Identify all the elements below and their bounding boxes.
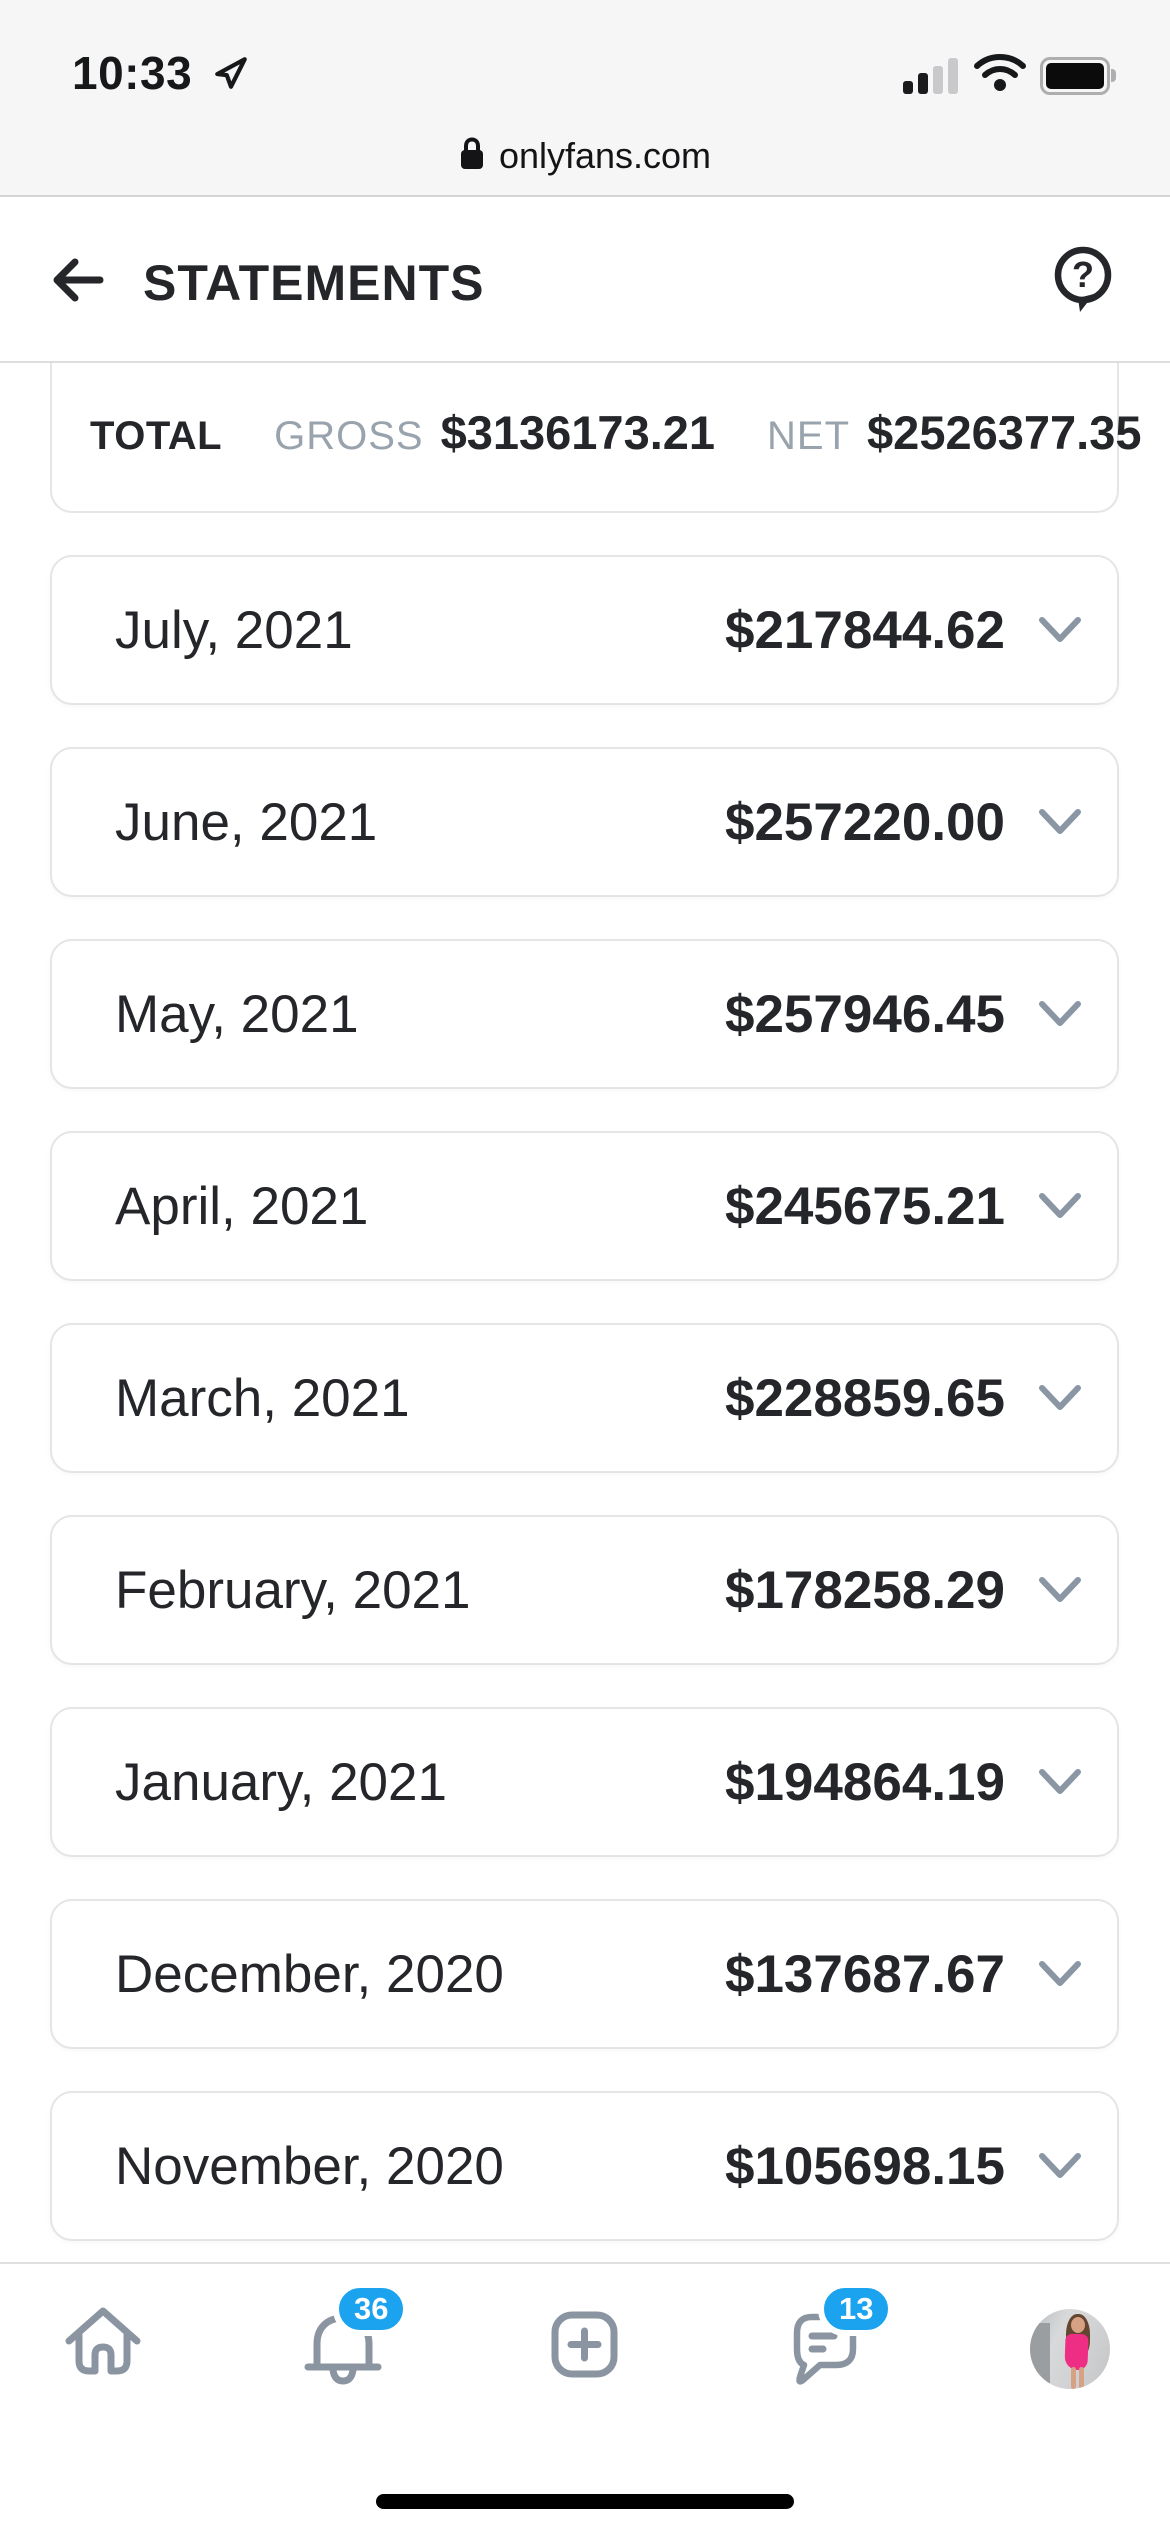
tab-profile-avatar[interactable] (1030, 2309, 1110, 2389)
statement-card[interactable]: June, 2021 $257220.00 (50, 747, 1119, 897)
statement-right: $194864.19 (725, 1752, 1083, 1813)
statement-month: January, 2021 (115, 1752, 447, 1812)
statement-amount: $228859.65 (724, 1368, 1005, 1428)
chevron-down-icon[interactable] (1037, 2152, 1083, 2180)
avatar-pink-dress (1064, 2333, 1089, 2371)
back-button[interactable] (48, 254, 106, 306)
statement-month: May, 2021 (115, 984, 359, 1044)
statements-content: TOTAL GROSS $3136173.21 NET $2526377.35 … (0, 363, 1170, 2262)
total-label: TOTAL (90, 414, 223, 458)
avatar-background (1030, 2323, 1050, 2389)
tab-compose[interactable] (551, 2311, 618, 2383)
statement-list: July, 2021 $217844.62 June, 2021 $257220… (0, 555, 1170, 2241)
statement-month: March, 2021 (115, 1368, 410, 1428)
statement-right: $137687.67 (725, 1944, 1083, 2005)
statement-amount: $194864.19 (724, 1752, 1005, 1812)
home-icon (65, 2307, 141, 2375)
statement-amount: $217844.62 (724, 600, 1005, 660)
statement-amount: $105698.15 (724, 2136, 1005, 2196)
statement-month: June, 2021 (115, 792, 378, 852)
chevron-down-icon[interactable] (1037, 1192, 1083, 1220)
back-arrow-icon (53, 258, 104, 302)
home-indicator[interactable] (376, 2494, 794, 2509)
status-bar: 10:33 onlyfans.com (0, 0, 1170, 197)
statement-month: December, 2020 (115, 1944, 504, 2004)
statement-amount: $257946.45 (724, 984, 1005, 1044)
chevron-down-icon[interactable] (1037, 1000, 1083, 1028)
gross-label: GROSS (274, 414, 424, 458)
wifi-icon (973, 52, 1027, 97)
statement-right: $257220.00 (725, 792, 1083, 853)
statement-right: $217844.62 (725, 600, 1083, 661)
net-label: NET (767, 414, 851, 458)
statement-card[interactable]: December, 2020 $137687.67 (50, 1899, 1119, 2049)
tab-bar (0, 2262, 1170, 2532)
avatar-leg (1071, 2367, 1076, 2389)
help-bubble-icon: ? (1054, 246, 1112, 312)
statement-card[interactable]: January, 2021 $194864.19 (50, 1707, 1119, 1857)
statement-right: $178258.29 (725, 1560, 1083, 1621)
statement-card[interactable]: April, 2021 $245675.21 (50, 1131, 1119, 1281)
help-button[interactable]: ? (1052, 246, 1114, 314)
page-title: STATEMENTS (143, 255, 485, 311)
chevron-down-icon[interactable] (1037, 1768, 1083, 1796)
statement-card[interactable]: November, 2020 $105698.15 (50, 2091, 1119, 2241)
statement-right: $228859.65 (725, 1368, 1083, 1429)
messages-badge: 13 (818, 2282, 895, 2336)
signal-icon (903, 58, 959, 94)
statement-amount: $245675.21 (724, 1176, 1005, 1236)
svg-text:?: ? (1072, 254, 1094, 295)
notifications-badge: 36 (333, 2282, 410, 2336)
status-time: 10:33 (72, 47, 193, 99)
totals-card: TOTAL GROSS $3136173.21 NET $2526377.35 (50, 363, 1142, 513)
statement-right: $257946.45 (725, 984, 1083, 1045)
url-domain: onlyfans.com (498, 135, 712, 176)
avatar-leg (1079, 2367, 1084, 2389)
chevron-down-icon[interactable] (1037, 808, 1083, 836)
page-header (0, 197, 1170, 363)
chevron-down-icon[interactable] (1037, 1960, 1083, 1988)
tab-home[interactable] (63, 2303, 143, 2386)
url-bar[interactable]: onlyfans.com (0, 126, 1170, 186)
statement-month: February, 2021 (115, 1560, 471, 1620)
net-value: $2526377.35 (867, 406, 1142, 459)
chevron-down-icon[interactable] (1037, 616, 1083, 644)
statement-card[interactable]: May, 2021 $257946.45 (50, 939, 1119, 1089)
statement-right: $105698.15 (725, 2136, 1083, 2197)
statement-card[interactable]: February, 2021 $178258.29 (50, 1515, 1119, 1665)
statement-month: July, 2021 (115, 600, 353, 660)
battery-icon (1040, 57, 1116, 95)
statement-card[interactable]: March, 2021 $228859.65 (50, 1323, 1119, 1473)
statement-month: November, 2020 (115, 2136, 504, 2196)
statement-month: April, 2021 (115, 1176, 369, 1236)
statement-right: $245675.21 (725, 1176, 1083, 1237)
plus-square-icon (551, 2311, 618, 2378)
lock-icon (459, 136, 485, 176)
statement-card[interactable]: July, 2021 $217844.62 (50, 555, 1119, 705)
gross-value: $3136173.21 (440, 406, 716, 459)
chevron-down-icon[interactable] (1037, 1384, 1083, 1412)
avatar-face (1071, 2317, 1085, 2333)
statement-amount: $137687.67 (724, 1944, 1005, 2004)
statement-amount: $178258.29 (724, 1560, 1005, 1620)
statement-amount: $257220.00 (724, 792, 1005, 852)
location-arrow-icon (212, 54, 250, 97)
chevron-down-icon[interactable] (1037, 1576, 1083, 1604)
